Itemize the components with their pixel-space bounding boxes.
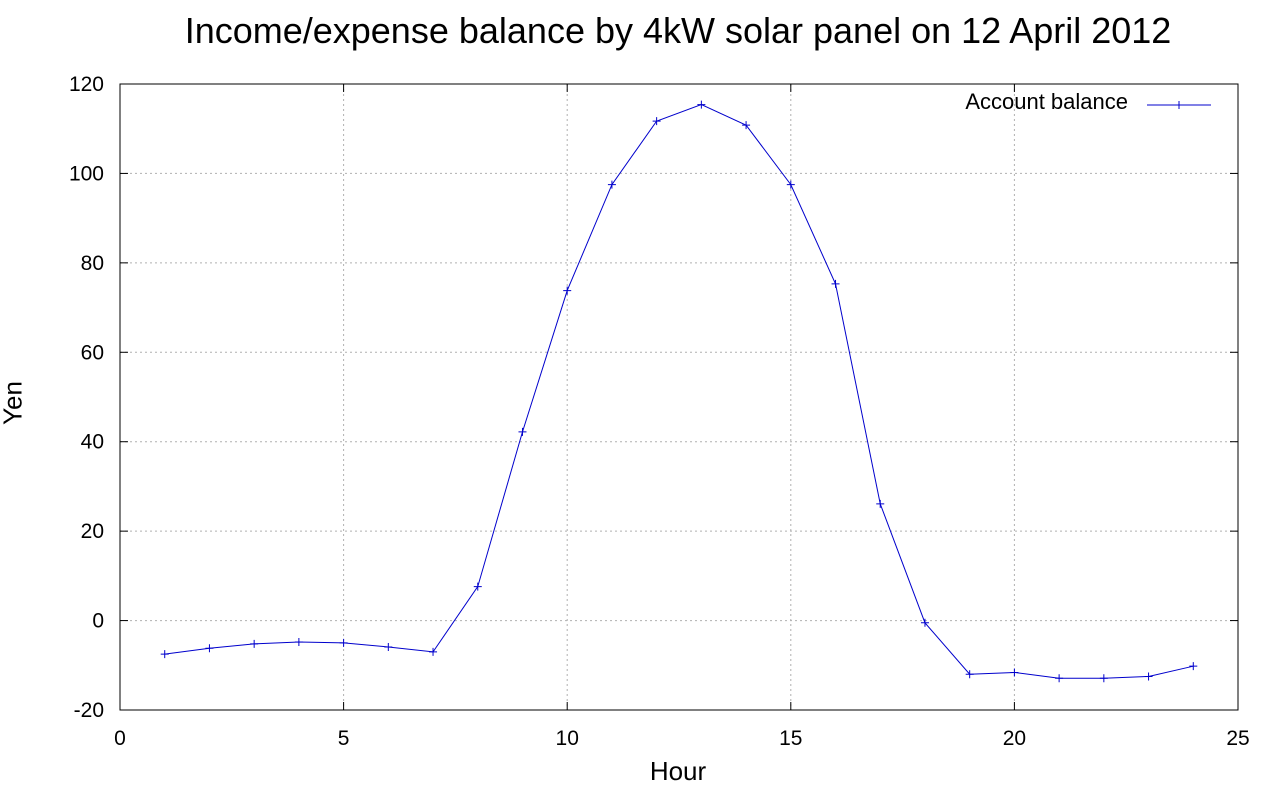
data-point-marker (1010, 668, 1019, 677)
x-tick-label: 20 (1003, 727, 1026, 750)
x-tick-label: 5 (338, 727, 350, 750)
y-tick-label: 0 (92, 610, 104, 633)
data-point-marker (607, 180, 616, 189)
y-tick-label: 100 (69, 162, 104, 185)
data-point-marker (786, 180, 795, 189)
data-point-marker (652, 117, 661, 126)
data-point-marker (1189, 662, 1198, 671)
data-point-marker (876, 499, 885, 508)
x-axis-label: Hour (649, 756, 707, 786)
data-point-marker (429, 647, 438, 656)
data-point-marker (294, 638, 303, 647)
x-tick-label: 25 (1226, 727, 1249, 750)
y-tick-label: -20 (74, 699, 104, 722)
x-tick-label: 15 (779, 727, 802, 750)
y-tick-label: 80 (81, 252, 104, 275)
data-point-marker (473, 582, 482, 591)
data-point-marker (563, 286, 572, 295)
y-tick-label: 40 (81, 431, 104, 454)
plot-frame (119, 83, 1239, 711)
data-point-marker (250, 639, 259, 648)
data-point-marker (831, 279, 840, 288)
legend-label: Account balance (965, 89, 1128, 114)
y-tick-label: 20 (81, 520, 104, 543)
data-point-marker (160, 650, 169, 659)
data-point-marker (339, 638, 348, 647)
data-point-marker (518, 427, 527, 436)
data-point-marker (920, 618, 929, 627)
data-point-marker (697, 100, 706, 109)
data-point-marker (965, 670, 974, 679)
data-point-marker (1144, 672, 1153, 681)
series-line (164, 104, 1194, 679)
y-tick-label: 120 (69, 73, 104, 96)
x-tick-label: 10 (556, 727, 579, 750)
legend-marker (1175, 101, 1183, 109)
data-point-marker (742, 121, 751, 130)
data-point-marker (1099, 674, 1108, 683)
data-point-marker (1055, 674, 1064, 683)
data-point-marker (205, 644, 214, 653)
x-tick-label: 0 (114, 727, 126, 750)
data-point-marker (384, 642, 393, 651)
chart-title: Income/expense balance by 4kW solar pane… (184, 10, 1172, 51)
y-tick-label: 60 (81, 341, 104, 364)
